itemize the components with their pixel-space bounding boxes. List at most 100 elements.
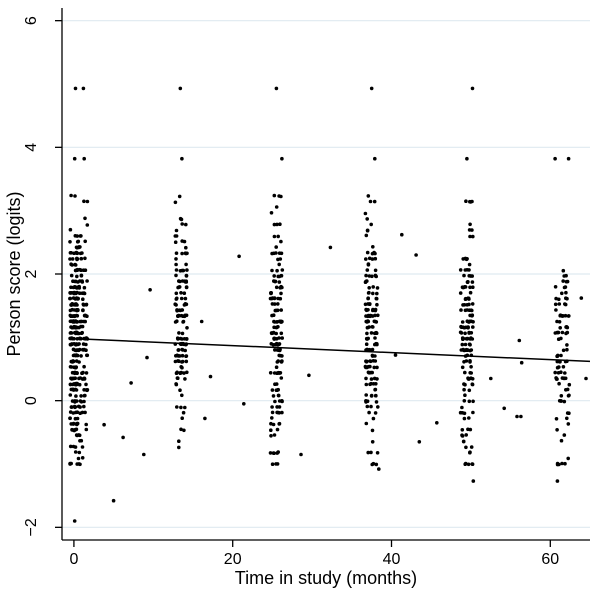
data-point <box>179 296 184 301</box>
data-point <box>468 199 472 204</box>
data-point <box>184 285 189 290</box>
data-point <box>72 251 76 256</box>
data-point <box>274 365 279 370</box>
data-point <box>554 377 559 381</box>
data-point <box>176 348 181 352</box>
data-point <box>567 411 571 416</box>
data-point <box>80 324 85 329</box>
data-point <box>461 303 465 307</box>
data-point <box>468 234 472 239</box>
data-point <box>459 348 464 352</box>
data-points <box>68 86 588 523</box>
data-point <box>364 376 368 381</box>
data-point <box>373 354 377 358</box>
data-point <box>460 405 464 410</box>
data-point <box>468 427 473 432</box>
data-point <box>554 308 558 312</box>
data-point <box>77 325 81 330</box>
data-point <box>373 268 378 273</box>
data-point <box>81 370 85 375</box>
data-point <box>271 313 276 318</box>
data-point <box>375 365 379 370</box>
data-point <box>79 274 84 278</box>
data-point <box>184 222 188 227</box>
data-point <box>75 422 79 427</box>
data-point <box>270 302 275 306</box>
data-point <box>471 410 475 415</box>
data-point <box>371 461 376 466</box>
data-point <box>562 376 566 381</box>
data-point <box>299 452 303 457</box>
data-point <box>559 353 563 358</box>
data-point <box>82 377 87 381</box>
data-point <box>77 245 81 249</box>
data-point <box>471 399 475 404</box>
data-point <box>81 302 86 307</box>
data-point <box>364 308 369 313</box>
data-point <box>273 342 278 347</box>
data-point <box>75 308 80 313</box>
data-point <box>369 393 374 398</box>
data-point <box>368 199 373 204</box>
data-point <box>82 393 87 398</box>
data-point <box>279 251 284 256</box>
data-point <box>68 393 73 397</box>
data-point <box>70 257 75 261</box>
data-point <box>463 393 467 398</box>
data-point <box>364 421 369 426</box>
data-point <box>460 411 465 415</box>
data-point <box>469 371 474 375</box>
y-tick-label: 6 <box>23 16 40 25</box>
data-point <box>78 234 83 238</box>
data-point <box>279 291 283 296</box>
data-point <box>367 325 371 329</box>
data-point <box>278 257 283 261</box>
data-point <box>179 217 184 222</box>
data-point <box>458 268 463 272</box>
data-point <box>79 256 84 261</box>
data-point <box>468 274 473 278</box>
fit-line-group <box>73 337 591 363</box>
data-point <box>73 450 78 454</box>
data-point <box>181 410 186 415</box>
data-point <box>280 285 284 290</box>
data-point <box>272 274 277 278</box>
data-point <box>174 268 179 272</box>
data-point <box>74 394 78 398</box>
data-point <box>175 336 180 341</box>
data-point <box>463 382 467 387</box>
data-point <box>73 376 77 381</box>
data-point <box>173 240 178 244</box>
data-point <box>68 416 72 421</box>
data-point <box>414 253 418 257</box>
data-point <box>237 254 241 259</box>
data-point <box>85 223 90 227</box>
data-point <box>72 428 77 433</box>
data-point <box>270 410 275 415</box>
data-point <box>564 388 568 392</box>
data-point <box>203 416 207 421</box>
data-point <box>374 296 379 301</box>
data-point <box>269 428 273 433</box>
data-point <box>71 388 76 392</box>
data-point <box>461 337 465 342</box>
data-point <box>129 381 133 385</box>
data-point <box>77 462 81 466</box>
data-point <box>279 320 284 324</box>
data-point <box>373 319 378 324</box>
data-point <box>467 399 472 404</box>
data-point <box>180 347 184 352</box>
data-point <box>374 331 379 336</box>
data-point <box>277 342 281 346</box>
data-point <box>69 273 74 278</box>
data-point <box>145 355 149 360</box>
data-point <box>373 156 377 161</box>
data-point <box>371 285 376 289</box>
data-point <box>270 416 274 420</box>
data-point <box>69 365 74 369</box>
data-point <box>184 273 189 278</box>
data-point <box>462 416 467 421</box>
data-point <box>463 296 468 301</box>
data-point <box>276 234 281 239</box>
data-point <box>280 268 285 272</box>
